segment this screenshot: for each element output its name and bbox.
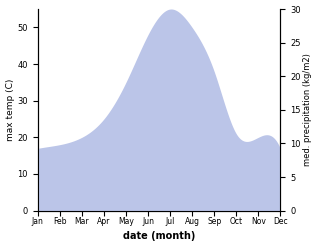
Y-axis label: max temp (C): max temp (C) — [5, 79, 15, 141]
X-axis label: date (month): date (month) — [123, 231, 195, 242]
Y-axis label: med. precipitation (kg/m2): med. precipitation (kg/m2) — [303, 53, 313, 166]
